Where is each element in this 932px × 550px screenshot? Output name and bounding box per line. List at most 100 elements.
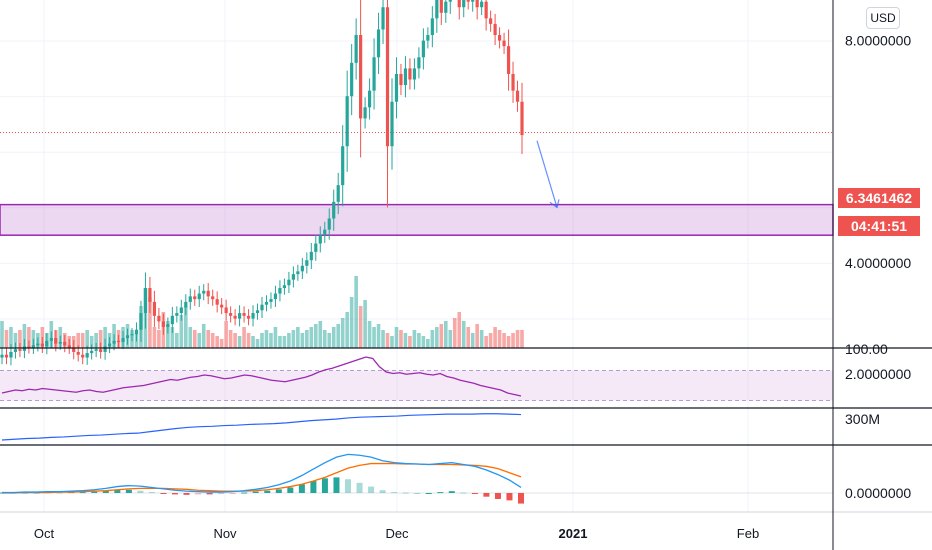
volume-bar [157, 330, 161, 348]
pane-dividers[interactable] [0, 347, 932, 513]
candle-body [430, 18, 434, 36]
volume-bar [89, 336, 94, 348]
volume-bar [470, 333, 475, 348]
last-price-tag: 6.3461462 [838, 188, 920, 208]
obv-line [1, 413, 522, 441]
macd-histogram-bar [148, 492, 155, 494]
volume-bar [493, 327, 497, 348]
candle-body [45, 340, 49, 347]
macd-histogram-bar [391, 492, 398, 494]
volume-bar [175, 333, 179, 348]
rsi-line [1, 356, 522, 397]
candle-body [296, 271, 300, 275]
support-zone-rectangle[interactable] [0, 203, 834, 236]
volume-bar [354, 276, 358, 348]
candle-body [246, 315, 251, 319]
macd-histogram-bar [264, 490, 271, 493]
volume-bar [246, 333, 251, 348]
macd-histogram-bar [160, 493, 167, 494]
candle-body [58, 341, 62, 344]
macd-histogram-bar [506, 493, 513, 501]
currency-button[interactable]: USD [866, 7, 900, 29]
volume-bar [76, 333, 81, 348]
macd-histogram-bar [356, 482, 363, 493]
volume-bar [403, 333, 408, 348]
macd-histogram-bar [379, 490, 386, 493]
candle-body [107, 343, 112, 347]
candle-body [99, 349, 103, 352]
volume-bar [278, 336, 282, 348]
macd-histogram-bar [483, 493, 490, 497]
candle-body [421, 40, 425, 58]
volume-bar [417, 333, 421, 348]
volume-bar [520, 330, 524, 348]
volume-bar [296, 327, 300, 348]
volume-bar [103, 327, 107, 348]
candle-body [336, 185, 340, 202]
projection-arrow-head [549, 199, 560, 209]
volume-bar [497, 330, 502, 348]
macd-histogram-bar [518, 493, 524, 504]
candle-body [90, 350, 94, 354]
candle-body [273, 293, 278, 300]
macd-histogram-bar [345, 479, 351, 493]
price-grid [0, 0, 833, 512]
macd-histogram-bar [229, 493, 236, 494]
volume-bar [394, 327, 399, 348]
candle-body [497, 35, 502, 41]
candle-body [76, 351, 80, 355]
candle-body [116, 340, 121, 342]
price-tick-label: 8.0000000 [845, 33, 911, 49]
candle-body [18, 349, 22, 351]
candle-body [394, 73, 399, 102]
candle-body [417, 57, 421, 69]
volume-bar [479, 330, 484, 348]
projection-arrow[interactable] [536, 140, 560, 209]
candle-body [439, 0, 443, 13]
volume-bar [166, 321, 170, 348]
candle-body [179, 307, 183, 314]
candle-body [291, 274, 295, 280]
obv-tick-label: 300M [845, 411, 880, 427]
macd-histogram-bar [402, 492, 409, 494]
macd-histogram-bar [91, 491, 98, 493]
volume-bar [22, 324, 27, 348]
volume-bar [358, 306, 363, 348]
candle-body [269, 299, 273, 302]
volume-bar [206, 330, 211, 348]
volume-bar [291, 330, 296, 348]
volume-bar [94, 333, 98, 348]
volume-bar [376, 324, 381, 348]
volume-bar [188, 327, 193, 348]
price-axis-labels: 2.00000004.00000008.000000010.000000012.… [845, 33, 911, 501]
candle-body [251, 313, 255, 319]
candle-body [332, 201, 336, 219]
volume-bar [251, 336, 255, 348]
candle-body [376, 29, 381, 58]
volume-bar [148, 297, 152, 348]
candle-body [480, 1, 484, 8]
candle-body [175, 313, 179, 316]
volume-bar [27, 327, 31, 348]
volume-bar [435, 327, 439, 348]
candle-body [188, 296, 192, 302]
candle-body [85, 353, 89, 358]
candle-body [381, 7, 385, 30]
candle-body [161, 321, 165, 327]
macd-histogram-bar [56, 492, 63, 494]
candle-body [237, 313, 242, 319]
candle-body [403, 68, 408, 86]
candle-body [390, 101, 394, 147]
candle-body [515, 90, 520, 102]
candle-body [94, 349, 98, 351]
volume-bar [313, 324, 318, 348]
candle-body [0, 354, 4, 358]
macd-histogram-bar [321, 478, 328, 493]
volume-bar [9, 327, 13, 348]
candle-body [278, 288, 282, 294]
candle-body [215, 299, 219, 305]
macd-histogram-bar [172, 493, 178, 495]
candle-body [314, 243, 318, 252]
volume-bar [340, 318, 345, 348]
